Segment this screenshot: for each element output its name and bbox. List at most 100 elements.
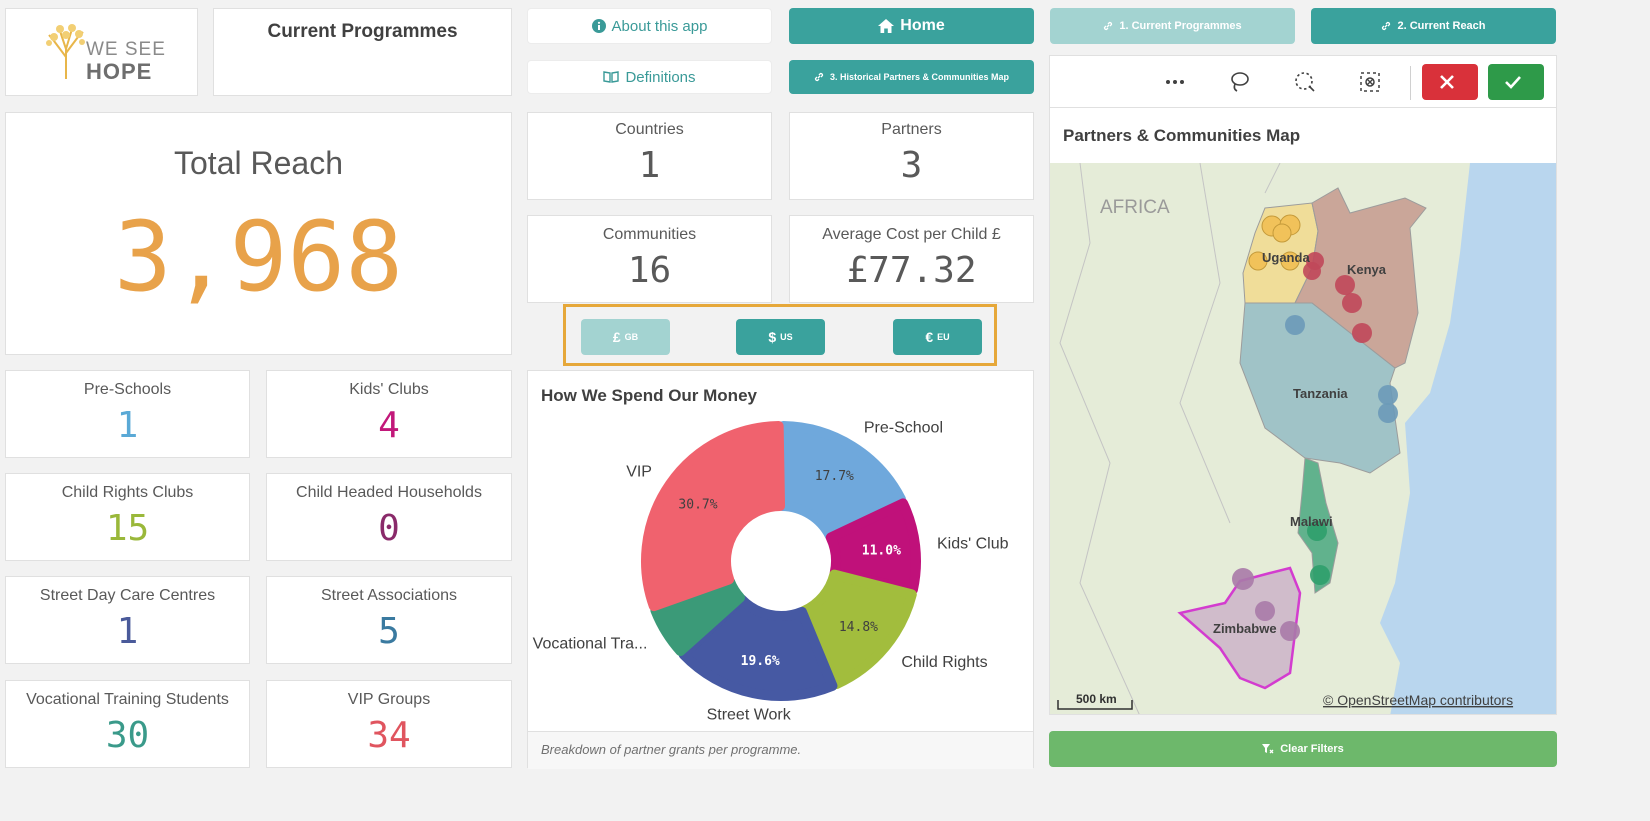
about-label: About this app: [611, 17, 708, 35]
map-point[interactable]: [1248, 251, 1268, 271]
currency-eu-code: EU: [937, 332, 950, 342]
circle-select-icon: [1295, 72, 1315, 92]
logo-card: WE SEE HOPE: [5, 8, 198, 96]
home-button[interactable]: Home: [789, 8, 1034, 44]
confirm-selection-button[interactable]: [1488, 64, 1544, 100]
programme-card: Street Day Care Centres 1: [5, 576, 250, 664]
check-icon: [1505, 76, 1521, 89]
spend-chart-card: How We Spend Our Money 17.7% Pre-School 11…: [527, 370, 1034, 769]
tree-logo-icon: [46, 24, 85, 79]
map-point[interactable]: [1285, 315, 1305, 335]
donut-slice[interactable]: [678, 594, 838, 701]
communities-value: 16: [627, 250, 672, 291]
lasso-select-button[interactable]: [1218, 64, 1262, 100]
current-reach-button[interactable]: 2. Current Reach: [1311, 8, 1556, 44]
map-view[interactable]: AFRICA Uganda Kenya Tanzania Malawi Zimb…: [1050, 163, 1557, 715]
slice-category-label: Pre-School: [864, 420, 943, 437]
home-label: Home: [900, 17, 945, 34]
historical-map-label: 3. Historical Partners & Communities Map: [829, 72, 1010, 82]
programme-label: Street Associations: [320, 587, 458, 604]
programme-label: Child Rights Clubs: [61, 484, 194, 501]
programme-value: 5: [378, 611, 400, 652]
map-point[interactable]: [1310, 565, 1330, 585]
programme-label: Child Headed Households: [296, 484, 482, 501]
donut-slice[interactable]: [776, 421, 906, 541]
chart-footer: Breakdown of partner grants per programm…: [528, 731, 1033, 769]
sheet-title: Current Programmes: [267, 21, 458, 42]
map-point[interactable]: [1272, 223, 1292, 243]
programme-label: Pre-Schools: [83, 381, 172, 398]
donut-slice[interactable]: [798, 569, 917, 689]
definitions-label: Definitions: [625, 68, 696, 86]
current-programmes-button[interactable]: 1. Current Programmes: [1050, 8, 1295, 44]
currency-gb-code: GB: [624, 332, 639, 342]
map-point[interactable]: [1303, 262, 1321, 280]
book-icon: [603, 71, 620, 83]
partners-card: Partners 3: [789, 112, 1034, 200]
programme-label: Vocational Training Students: [26, 691, 229, 708]
chart-footnote: Breakdown of partner grants per programm…: [541, 742, 802, 757]
countries-value: 1: [638, 145, 661, 186]
link-icon: [1104, 21, 1113, 31]
more-options-button[interactable]: [1153, 64, 1197, 100]
logo-text-line1: WE SEE: [86, 39, 166, 60]
tanzania-shape: [1239, 302, 1401, 474]
currency-gb-button[interactable]: £ GB: [581, 319, 670, 355]
programme-value: 1: [116, 611, 139, 652]
map-point[interactable]: [1342, 293, 1362, 313]
slice-category-label: Kids' Club: [937, 535, 1009, 552]
cancel-selection-button[interactable]: [1422, 64, 1478, 100]
programme-value: 15: [105, 508, 150, 549]
slice-value-label: 11.0%: [862, 544, 901, 559]
map-point[interactable]: [1335, 275, 1355, 295]
historical-map-button[interactable]: 3. Historical Partners & Communities Map: [789, 60, 1034, 94]
close-icon: [1440, 75, 1454, 89]
map-panel: Partners & Communities Map: [1049, 55, 1557, 715]
map-point[interactable]: [1352, 323, 1372, 343]
programme-value: 1: [116, 405, 139, 446]
programme-card: Child Headed Households 0: [266, 473, 512, 561]
continent-label: AFRICA: [1100, 197, 1170, 218]
map-point[interactable]: [1307, 521, 1327, 541]
map-title: Partners & Communities Map: [1063, 126, 1301, 145]
scale-bar: 500 km: [1057, 692, 1133, 710]
country-label-kenya: Kenya: [1347, 262, 1387, 277]
map-toolbar: [1050, 56, 1556, 108]
avg-cost-label: Average Cost per Child £: [822, 226, 1001, 243]
programme-value: 4: [378, 405, 400, 446]
currency-us-code: US: [780, 332, 793, 342]
current-programmes-label: 1. Current Programmes: [1119, 20, 1242, 32]
definitions-button[interactable]: Definitions: [527, 60, 772, 94]
map-point[interactable]: [1255, 601, 1275, 621]
map-attribution[interactable]: © OpenStreetMap contributors: [1323, 692, 1513, 708]
programme-value: 30: [105, 715, 150, 756]
map-point[interactable]: [1280, 621, 1300, 641]
donut-slice[interactable]: [641, 421, 786, 612]
map-point[interactable]: [1378, 385, 1398, 405]
country-label-uganda: Uganda: [1262, 250, 1310, 265]
info-icon: [591, 19, 606, 33]
programme-card: Vocational Training Students 30: [5, 680, 250, 768]
slice-category-label: Vocational Tra...: [533, 635, 648, 652]
avg-cost-value: £77.32: [846, 250, 977, 291]
programme-label: VIP Groups: [347, 691, 431, 708]
currency-eu-button[interactable]: € EU: [893, 319, 982, 355]
map-point[interactable]: [1232, 568, 1254, 590]
partners-value: 3: [900, 145, 923, 186]
partners-label: Partners: [881, 121, 942, 138]
currency-us-button[interactable]: $ US: [736, 319, 825, 355]
circle-select-button[interactable]: [1283, 64, 1327, 100]
about-button[interactable]: About this app: [527, 8, 772, 44]
link-icon: [814, 72, 824, 82]
filter-clear-icon: [1262, 744, 1274, 754]
clear-filters-button[interactable]: Clear Filters: [1049, 731, 1557, 767]
clear-selection-button[interactable]: [1348, 64, 1392, 100]
programme-value: 0: [378, 508, 400, 549]
map-point[interactable]: [1280, 251, 1300, 271]
lasso-icon: [1231, 72, 1249, 92]
programme-label: Kids' Clubs: [349, 381, 429, 398]
clear-filters-label: Clear Filters: [1280, 743, 1344, 755]
avg-cost-card: Average Cost per Child £ £77.32: [789, 215, 1034, 303]
communities-label: Communities: [602, 226, 697, 243]
map-point[interactable]: [1378, 403, 1398, 423]
